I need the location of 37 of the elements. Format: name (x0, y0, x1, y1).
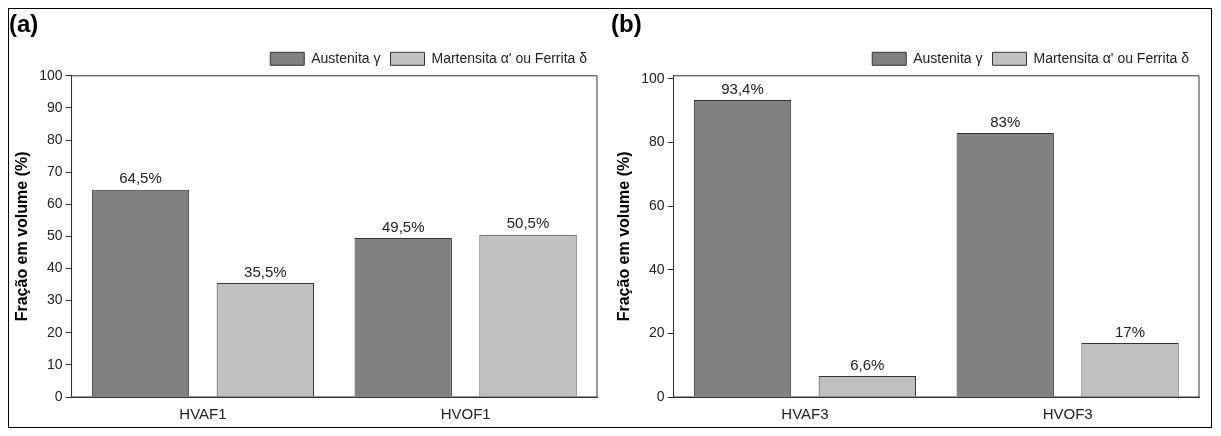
y-tick-label: 70 (46, 163, 63, 180)
x-tick-label: HVAF3 (781, 405, 829, 423)
x-tick-label: HVAF1 (179, 405, 227, 423)
data-label: 64,5% (119, 169, 162, 187)
y-tick-label: 90 (46, 98, 63, 115)
y-tick-label: 10 (46, 355, 63, 372)
y-tick-label: 100 (39, 66, 63, 83)
y-axis-title: Fração em volume (%) (13, 151, 31, 322)
y-tick-label: 30 (46, 291, 63, 308)
x-tick-label: HVOF3 (1042, 405, 1093, 423)
data-label: 6,6% (850, 355, 885, 373)
legend-label: Austenita γ (311, 49, 381, 66)
chart-title: (b) (611, 10, 642, 38)
y-tick-label: 20 (648, 324, 665, 341)
y-axis-title: Fração em volume (%) (615, 151, 633, 322)
y-tick-label: 40 (46, 259, 63, 276)
data-label: 83% (990, 112, 1021, 130)
legend-label: Martensita α' ou Ferrita δ (1033, 49, 1190, 66)
y-tick-label: 80 (46, 130, 63, 147)
x-tick-label: HVOF1 (440, 405, 491, 423)
y-tick-label: 60 (46, 195, 63, 212)
data-label: 50,5% (506, 214, 550, 232)
y-tick-label: 50 (46, 227, 63, 244)
y-tick-label: 60 (648, 197, 665, 214)
data-label: 35,5% (244, 262, 287, 280)
legend-label: Martensita α' ou Ferrita δ (431, 49, 588, 66)
data-label: 17% (1115, 322, 1146, 340)
data-label: 49,5% (381, 217, 425, 235)
chart-title: (a) (9, 10, 39, 38)
data-label: 93,4% (721, 79, 764, 97)
y-tick-label: 80 (648, 133, 665, 150)
y-tick-label: 40 (648, 260, 665, 277)
y-tick-label: 20 (46, 323, 63, 340)
y-tick-label: 0 (54, 387, 63, 404)
y-tick-label: 0 (656, 387, 665, 404)
legend-label: Austenita γ (913, 49, 983, 66)
y-tick-label: 100 (641, 69, 665, 86)
